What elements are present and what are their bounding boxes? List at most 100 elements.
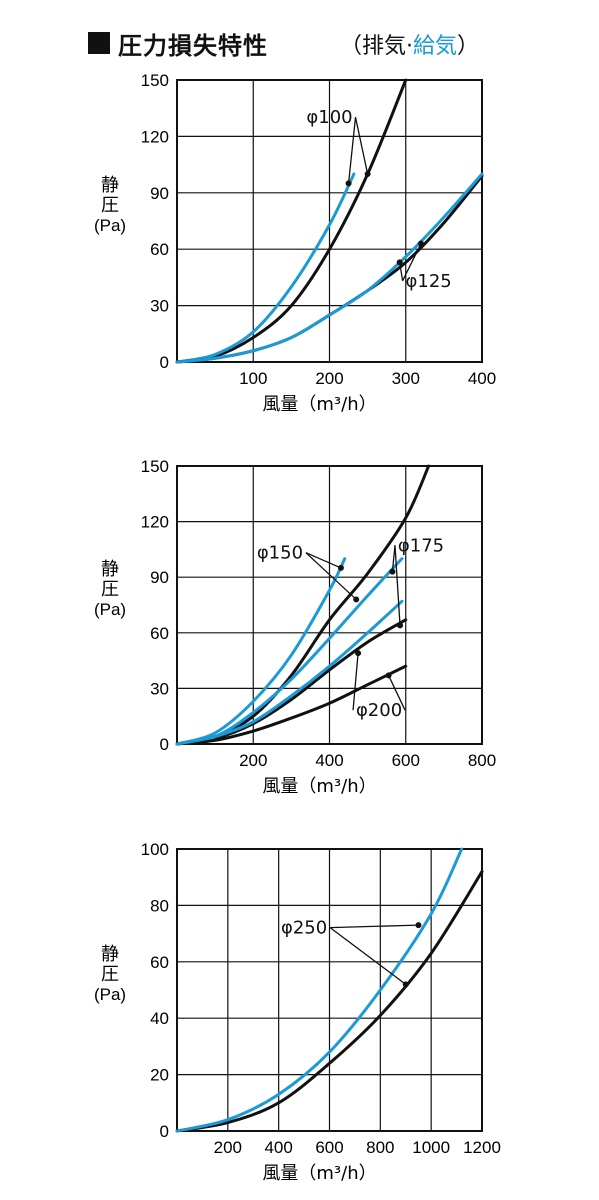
annotation-point-dot [337, 564, 344, 571]
plot-frame [176, 465, 483, 745]
y-tick-label: 100 [141, 840, 169, 859]
annotation-point-dot [418, 240, 424, 247]
subtitle-separator: · [406, 34, 414, 59]
y-tick-label: 150 [141, 457, 169, 476]
series-line-exhaust-φ100 [175, 78, 408, 364]
annotation-leader-line [305, 552, 342, 569]
annotation-point-dot [364, 171, 371, 177]
subtitle-close-paren: ） [457, 34, 480, 59]
series-annotation-label: φ200 [356, 700, 402, 721]
y-axis-label-line3: (Pa) [94, 985, 126, 1004]
subtitle-open-paren: （ [340, 34, 363, 59]
annotation-point-dot [355, 650, 362, 657]
chart-3-svg: 0 20 40 60 80 100 200 400 600 800 1000 1200 静圧(Pa) 風量… [94, 840, 501, 1184]
y-axis-label-line2: 圧 [101, 195, 119, 216]
annotation-point-dot [396, 259, 403, 266]
x-tick-label: 1000 [412, 1138, 450, 1157]
y-tick-label: 0 [160, 1122, 169, 1141]
plot-frame [176, 79, 483, 363]
annotation-leader-line [352, 653, 359, 711]
annotation-point-dot [385, 672, 392, 679]
chart-2: 0 30 60 90 120 150 200 400 600 800 静圧 (Pa) 風量（m³/h） φ… [0, 450, 599, 810]
annotation-leader-line [354, 117, 369, 175]
x-tick-label: 800 [468, 751, 496, 770]
x-tick-label: 1200 [463, 1138, 501, 1157]
annotation-leader-line [394, 545, 401, 626]
x-axis-label: 風量（m³/h） [262, 394, 376, 415]
series-annotation-label: φ175 [398, 535, 444, 556]
annotation-point-dot [415, 922, 422, 929]
x-tick-label: 600 [315, 1138, 343, 1157]
annotation-point-dot [397, 622, 404, 629]
x-tick-label: 300 [392, 369, 420, 388]
annotation-leader-line [329, 927, 407, 985]
y-tick-label: 20 [150, 1066, 169, 1085]
annotation-leader-line [399, 262, 404, 281]
y-tick-label: 60 [150, 624, 169, 643]
annotation-point-dot [402, 981, 409, 988]
y-tick-label: 30 [150, 297, 169, 316]
annotation-leader-line [391, 545, 396, 572]
y-axis-label-line3: (Pa) [94, 600, 126, 619]
series-annotation-label: φ150 [257, 543, 303, 564]
x-axis-label: 風量（m³/h） [262, 1163, 376, 1184]
y-axis-label-line1: 静 [101, 175, 119, 196]
x-tick-label: 600 [392, 751, 420, 770]
annotation-leader-line [402, 243, 422, 282]
series-annotation-label: φ250 [281, 918, 327, 939]
chart-header: 圧力損失特性 [88, 26, 268, 60]
y-axis-label-line3: (Pa) [94, 216, 126, 235]
annotation-leader-line [347, 117, 357, 184]
y-tick-label: 60 [150, 240, 169, 259]
x-tick-label: 100 [239, 369, 267, 388]
x-tick-label: 200 [239, 751, 267, 770]
series-line-supply-φ125 [175, 172, 484, 364]
y-tick-label: 90 [150, 568, 169, 587]
y-tick-label: 120 [141, 513, 169, 532]
series-line-supply-φ200 [175, 599, 404, 746]
x-tick-label: 200 [315, 369, 343, 388]
y-tick-label: 0 [160, 735, 169, 754]
y-tick-label: 150 [141, 71, 169, 90]
y-tick-label: 120 [141, 127, 169, 146]
subtitle-exhaust: 排気 [362, 34, 407, 59]
x-tick-label: 400 [315, 751, 343, 770]
series-line-supply-φ100 [175, 172, 356, 364]
y-tick-label: 0 [160, 353, 169, 372]
y-axis-label-line2: 圧 [101, 579, 119, 600]
chart-2-svg: 0 30 60 90 120 150 200 400 600 800 静圧(Pa) 風量（m³/h） φ… [94, 457, 496, 797]
plot-frame [176, 848, 483, 1132]
annotation-point-dot [345, 180, 352, 187]
x-tick-label: 400 [468, 369, 496, 388]
y-tick-label: 30 [150, 679, 169, 698]
black-square-bullet-icon [88, 32, 110, 54]
annotation-leader-line [388, 675, 406, 711]
y-axis-label-line2: 圧 [101, 964, 119, 985]
page-title: 圧力損失特性 [118, 31, 268, 60]
x-tick-label: 200 [214, 1138, 242, 1157]
annotation-point-dot [389, 568, 396, 575]
series-line-exhaust-φ250 [175, 870, 484, 1133]
series-line-supply-φ250 [175, 847, 464, 1133]
page-subtitle: （排気·給気） [340, 28, 479, 60]
series-annotation-label: φ125 [406, 271, 452, 292]
x-axis-label: 風量（m³/h） [262, 776, 376, 797]
chart-3: 0 20 40 60 80 100 200 400 600 800 1000 1200 静圧 (Pa) 風量… [0, 838, 599, 1188]
y-tick-label: 90 [150, 184, 169, 203]
series-line-supply-φ150 [175, 557, 347, 746]
y-axis-label-line1: 静 [101, 559, 119, 580]
y-axis-label-line1: 静 [101, 944, 119, 965]
y-tick-label: 80 [150, 896, 169, 915]
chart-1: 0 30 60 90 120 150 100 200 300 400 静圧 (Pa) 風量（m³/h） φ… [0, 62, 599, 422]
series-line-exhaust-φ175 [175, 618, 408, 746]
series-annotation-label: φ100 [306, 107, 352, 128]
x-tick-label: 400 [264, 1138, 292, 1157]
subtitle-supply: 給気 [413, 34, 458, 59]
y-tick-label: 60 [150, 953, 169, 972]
annotation-point-dot [353, 596, 360, 603]
series-line-exhaust-φ200 [175, 664, 408, 746]
y-tick-label: 40 [150, 1009, 169, 1028]
annotation-leader-line [330, 924, 419, 929]
x-tick-label: 800 [366, 1138, 394, 1157]
chart-1-svg: 0 30 60 90 120 150 100 200 300 400 静圧(Pa) 風量（m³/h） φ… [94, 71, 496, 415]
